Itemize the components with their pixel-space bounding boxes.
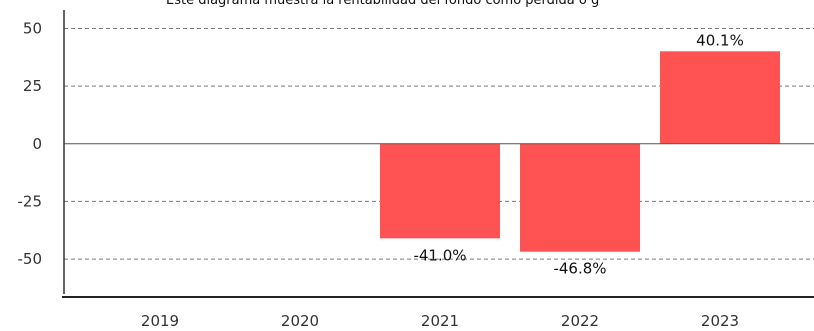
- bar-2022: [520, 143, 640, 252]
- chart-title: Este diagrama muestra la rentabilidad de…: [166, 0, 599, 8]
- y-tick-label: -25: [18, 192, 43, 210]
- axes: [62, 10, 814, 298]
- x-tick-label: 2022: [561, 312, 599, 330]
- x-tick-label: 2021: [421, 312, 459, 330]
- x-tick-label: 2023: [701, 312, 739, 330]
- x-tick-label: 2020: [281, 312, 319, 330]
- bars: [380, 51, 780, 252]
- bar-2021: [380, 143, 500, 239]
- y-tick-label: -50: [18, 250, 43, 268]
- x-tick-label: 2019: [141, 312, 179, 330]
- data-label-2022: -46.8%: [553, 260, 606, 278]
- data-label-2021: -41.0%: [413, 246, 466, 264]
- tick-and-data-labels: 50 25 0 -25 -50 2019 2020 -41.0% 2021 -46.8% 2022 4…: [18, 19, 744, 330]
- y-tick-label: 50: [23, 19, 42, 37]
- bar-2023: [660, 51, 780, 144]
- y-tick-label: 0: [32, 135, 42, 153]
- data-label-2023: 40.1%: [696, 31, 744, 49]
- y-tick-label: 25: [23, 77, 42, 95]
